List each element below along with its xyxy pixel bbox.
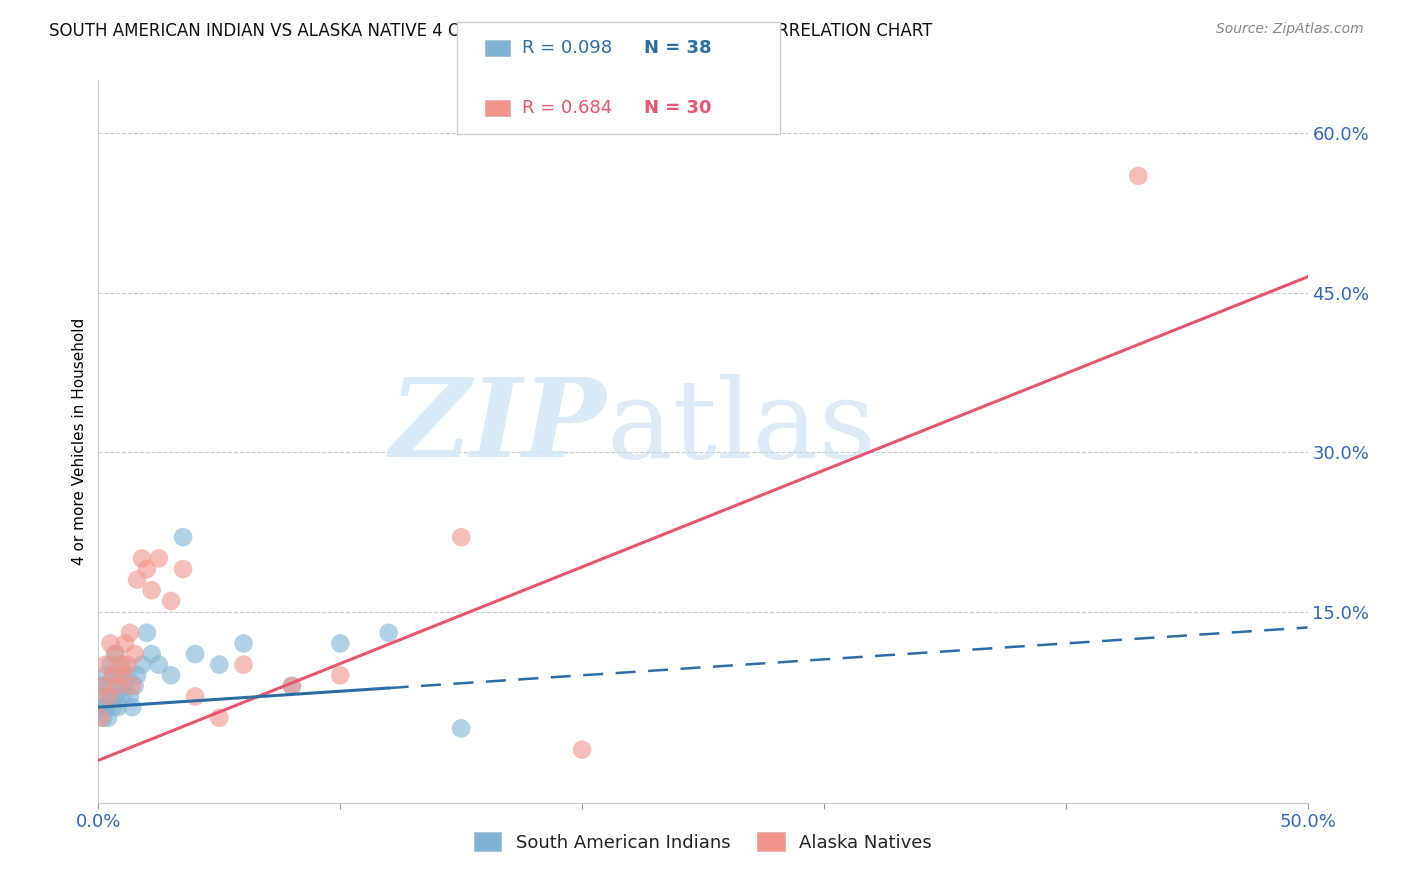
Point (121, 679, 143, 693)
Point (141, 647, 163, 661)
Point (160, 668, 183, 682)
Point (101, 700, 124, 714)
Point (160, 594, 183, 608)
Point (91, 711, 114, 725)
Point (131, 551, 153, 566)
Point (329, 668, 352, 682)
Point (117, 657, 139, 672)
Point (114, 636, 136, 650)
Point (281, 679, 304, 693)
Point (124, 647, 146, 661)
Point (450, 722, 472, 736)
Point (118, 690, 141, 704)
Point (148, 551, 170, 566)
Point (101, 668, 124, 682)
Point (94, 668, 117, 682)
Point (131, 657, 153, 672)
Point (232, 657, 254, 672)
Point (97, 711, 120, 725)
Point (94, 700, 117, 714)
Point (184, 690, 207, 704)
Point (127, 573, 149, 587)
Point (208, 711, 231, 725)
Point (450, 530, 472, 544)
Point (124, 679, 146, 693)
Point (90, 711, 112, 725)
Point (141, 583, 163, 598)
Text: N = 38: N = 38 (644, 39, 711, 57)
Text: N = 30: N = 30 (644, 99, 711, 117)
Point (121, 700, 143, 714)
Point (108, 657, 131, 672)
Legend: South American Indians, Alaska Natives: South American Indians, Alaska Natives (467, 825, 939, 859)
Point (114, 679, 136, 693)
Point (111, 657, 134, 672)
Point (184, 647, 207, 661)
Text: SOUTH AMERICAN INDIAN VS ALASKA NATIVE 4 OR MORE VEHICLES IN HOUSEHOLD CORRELATI: SOUTH AMERICAN INDIAN VS ALASKA NATIVE 4… (49, 22, 932, 40)
Point (1128, 169, 1150, 183)
Point (118, 625, 141, 640)
Text: R = 0.684: R = 0.684 (522, 99, 612, 117)
Point (571, 742, 593, 756)
Text: atlas: atlas (606, 374, 876, 481)
Point (104, 647, 127, 661)
Point (232, 636, 254, 650)
Point (329, 636, 352, 650)
Point (148, 657, 170, 672)
Point (107, 700, 129, 714)
Point (90, 679, 112, 693)
Point (94, 657, 117, 672)
Point (107, 679, 129, 693)
Point (377, 625, 399, 640)
Point (117, 668, 139, 682)
Point (111, 668, 134, 682)
Point (281, 679, 304, 693)
Point (100, 657, 122, 672)
Point (111, 690, 134, 704)
Point (100, 636, 122, 650)
Point (97, 690, 120, 704)
Point (172, 562, 194, 576)
Point (135, 625, 157, 640)
Point (172, 530, 194, 544)
Point (91, 690, 114, 704)
Text: Source: ZipAtlas.com: Source: ZipAtlas.com (1216, 22, 1364, 37)
Point (135, 562, 157, 576)
Point (208, 657, 231, 672)
Y-axis label: 4 or more Vehicles in Household: 4 or more Vehicles in Household (72, 318, 87, 566)
Text: ZIP: ZIP (389, 374, 606, 481)
Point (104, 690, 127, 704)
Point (97, 679, 120, 693)
Point (101, 668, 124, 682)
Point (104, 647, 127, 661)
Point (127, 668, 149, 682)
Text: R = 0.098: R = 0.098 (522, 39, 612, 57)
Point (90, 700, 112, 714)
Point (107, 679, 129, 693)
Point (91, 679, 114, 693)
Point (108, 668, 131, 682)
Point (100, 690, 122, 704)
